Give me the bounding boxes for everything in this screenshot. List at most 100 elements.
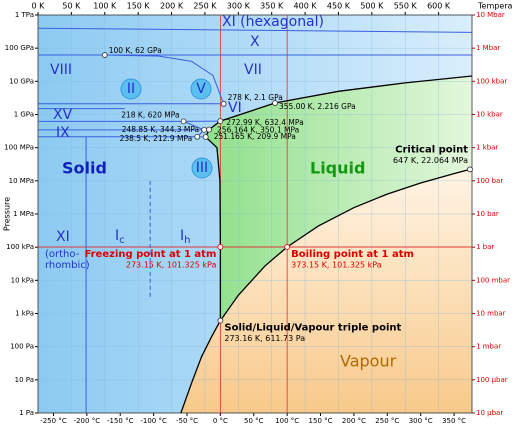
point-label: 256.164 K, 350.1 MPa xyxy=(217,126,299,135)
y-tick-label: 1 kPa xyxy=(15,310,34,318)
ice-boundary xyxy=(104,54,225,104)
point-marker xyxy=(101,52,108,58)
x-axis-label: Temperature xyxy=(477,2,512,11)
x-tick-label: 150 K xyxy=(127,2,151,11)
x2-tick-label: 100 °C xyxy=(275,417,299,425)
point-marker xyxy=(467,166,473,173)
y-tick-label: 1 TPa xyxy=(15,11,34,19)
phase-label: X xyxy=(250,34,260,50)
y-tick-label: 10 MPa xyxy=(9,177,34,185)
y2-tick-label: 100 µbar xyxy=(476,376,508,384)
point-marker xyxy=(272,100,278,106)
point-label: 248.85 K, 344.3 MPa xyxy=(122,125,199,134)
phase-badge xyxy=(190,78,212,100)
plot-frame xyxy=(37,14,473,414)
x2-tick-label: 300 °C xyxy=(409,417,433,425)
point-label: 272.99 K, 632.4 MPa xyxy=(226,118,303,127)
x-tick-label: 600 K xyxy=(427,2,451,11)
y2-tick-label: 1 mbar xyxy=(476,343,501,351)
point-label: 238.5 K, 212.9 MPa xyxy=(120,134,193,143)
point-marker xyxy=(202,134,209,140)
phase-label: Solid xyxy=(62,159,107,178)
x2-tick-label: -250 °C xyxy=(40,417,67,425)
point-label: Solid/Liquid/Vapour triple point xyxy=(224,323,401,334)
x2-tick-label: 150 °C xyxy=(309,417,333,425)
x-tick-label: 500 K xyxy=(360,2,384,11)
y-tick-label: 100 MPa xyxy=(4,144,34,152)
point-label: Critical point xyxy=(395,144,468,155)
point-sublabel: 373.15 K, 101.325 kPa xyxy=(291,260,382,269)
phase-label: II xyxy=(127,81,135,97)
x-tick-label: 250 K xyxy=(193,2,217,11)
point-label: Boiling point at 1 atm xyxy=(291,249,414,260)
y2-tick-label: 1 Mbar xyxy=(476,44,500,52)
x2-tick-label: -150 °C xyxy=(107,417,134,425)
point-marker xyxy=(220,100,227,107)
x-tick-label: 400 K xyxy=(294,2,318,11)
y2-tick-label: 1 bar xyxy=(476,243,494,251)
point-label: 355.00 K, 2.216 GPa xyxy=(279,102,356,111)
y2-tick-label: 1 kbar xyxy=(476,144,498,152)
point-marker xyxy=(201,126,208,133)
y-tick-label: 1 GPa xyxy=(14,111,34,119)
phase-label: (ortho- xyxy=(45,249,80,260)
y2-tick-label: 10 mbar xyxy=(476,310,506,318)
y2-tick-label: 100 mbar xyxy=(476,276,510,284)
phase-label: VII xyxy=(244,62,262,78)
phase-curve xyxy=(219,168,471,321)
phase-label: Liquid xyxy=(310,159,365,178)
point-sublabel: 273.15 K, 101.325 kPa xyxy=(126,260,217,269)
point-marker xyxy=(217,317,224,324)
y2-tick-label: 10 Mbar xyxy=(476,11,505,19)
x2-tick-label: -100 °C xyxy=(140,417,167,425)
point-marker xyxy=(180,118,187,125)
point-label: 251.165 K, 209.9 MPa xyxy=(214,132,296,141)
x2-tick-label: -200 °C xyxy=(74,417,101,425)
x2-tick-label: 200 °C xyxy=(342,417,366,425)
ice-boundary xyxy=(183,120,205,131)
point-marker xyxy=(217,244,224,250)
vapour-region xyxy=(180,169,472,413)
point-marker xyxy=(284,244,291,250)
y-tick-label: 10 Pa xyxy=(15,376,34,384)
y-tick-label: 100 GPa xyxy=(5,44,34,52)
phase-curve xyxy=(180,320,221,414)
point-marker xyxy=(206,126,212,133)
phase-label: IX xyxy=(56,125,70,141)
phase-label: Ih xyxy=(180,228,190,246)
phase-label: XI (hexagonal) xyxy=(222,14,324,30)
point-marker xyxy=(194,133,201,140)
point-label: Freezing point at 1 atm xyxy=(84,249,216,260)
point-label: 100 K, 62 GPa xyxy=(109,46,162,55)
point-marker xyxy=(217,118,224,125)
x-tick-label: 0 K xyxy=(32,2,46,11)
phase-label: VIII xyxy=(50,62,72,78)
x2-tick-label: 350 °C xyxy=(442,417,466,425)
point-label: 278 K, 2.1 GPa xyxy=(228,93,283,102)
point-sublabel: 273.16 K, 611.73 Pa xyxy=(224,334,305,343)
x2-tick-label: 250 °C xyxy=(375,417,399,425)
phase-label: rhombic) xyxy=(45,260,90,271)
y-tick-label: 10 GPa xyxy=(9,77,34,85)
point-label: 218 K, 620 MPa xyxy=(121,110,179,119)
y-tick-label: 1 MPa xyxy=(13,210,34,218)
x-tick-label: 550 K xyxy=(394,2,418,11)
phase-label: Ic xyxy=(115,228,125,246)
y2-tick-label: 10 bar xyxy=(476,210,499,218)
x2-tick-label: 50 °C xyxy=(244,417,264,425)
phase-label: XI xyxy=(56,229,70,245)
x-tick-label: 300 K xyxy=(227,2,251,11)
phase-label: XV xyxy=(53,107,73,123)
y2-tick-label: 10 µbar xyxy=(476,409,503,417)
ice-boundary xyxy=(37,27,473,33)
point-sublabel: 647 K, 22.064 MPa xyxy=(393,156,468,165)
y2-tick-label: 100 bar xyxy=(476,177,503,185)
y-tick-label: 100 kPa xyxy=(6,243,34,251)
x-tick-label: 350 K xyxy=(260,2,284,11)
x-tick-label: 200 K xyxy=(160,2,184,11)
phase-label: VI xyxy=(228,100,242,116)
y-tick-label: 10 kPa xyxy=(11,276,34,284)
y-tick-label: 1 Pa xyxy=(19,409,34,417)
x-tick-label: 100 K xyxy=(93,2,117,11)
x-tick-label: 50 K xyxy=(62,2,81,11)
